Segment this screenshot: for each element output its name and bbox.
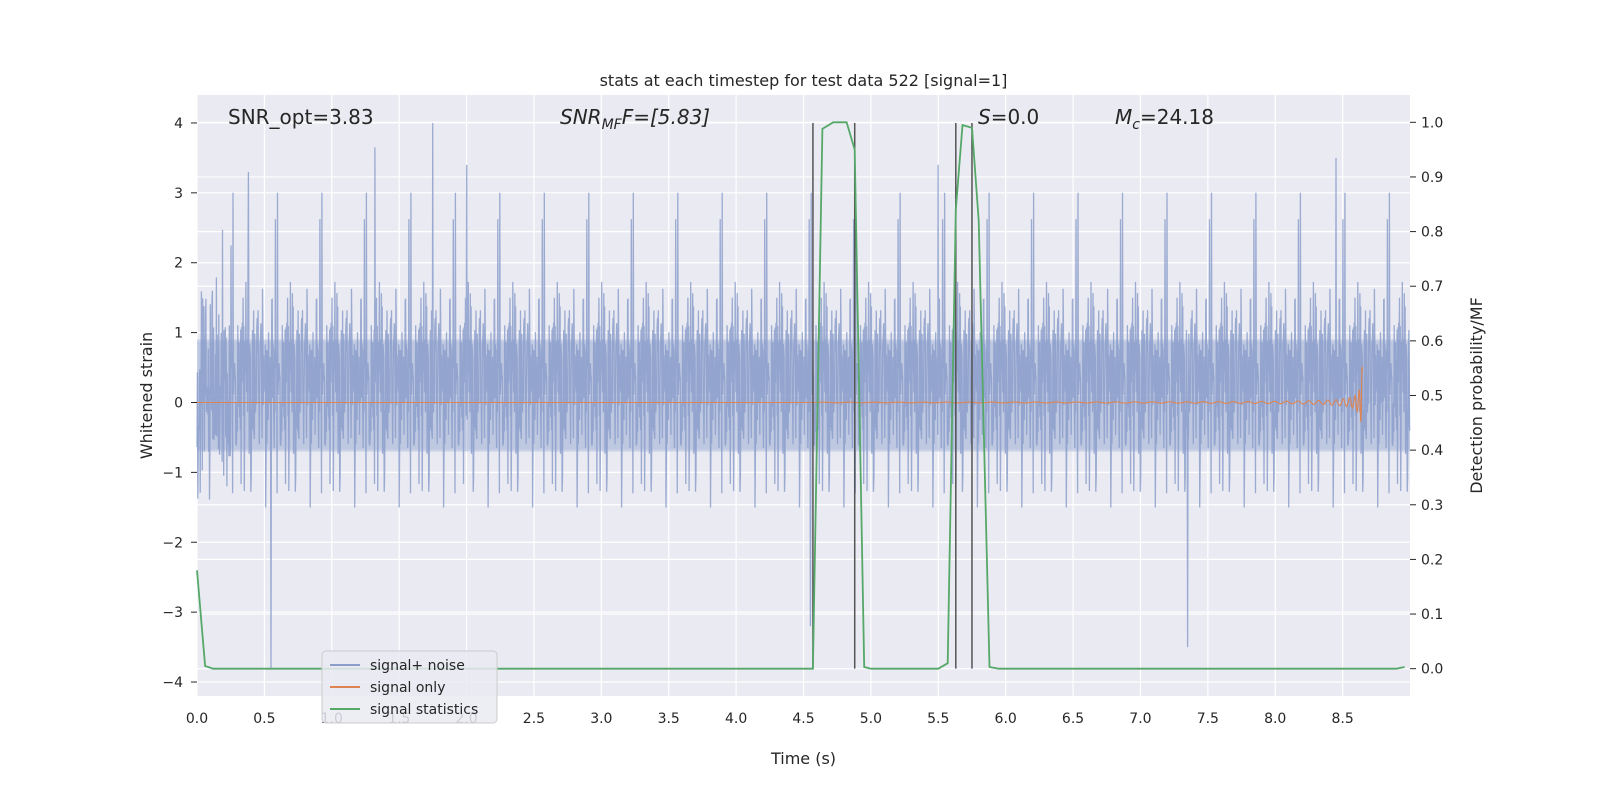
y-tick-label: −4 [162,675,183,691]
y-tick-label: −2 [162,535,183,551]
x-tick-label: 8.0 [1264,711,1286,727]
x-tick-label: 0.0 [186,711,208,727]
annotation-snr-mf-main: SNR [560,105,602,129]
y-right-tick-label: 0.7 [1421,279,1443,295]
annotation-mc-rest: =24.18 [1140,105,1214,129]
annotation-mc: Mc=24.18 [1115,105,1214,133]
annotation-snr-mf: SNRMFF=[5.83] [560,105,710,133]
x-tick-label: 6.0 [995,711,1017,727]
x-tick-label: 4.5 [792,711,814,727]
annotation-snr-opt: SNR_opt=3.83 [228,105,374,129]
y-right-tick-label: 0.2 [1421,552,1443,568]
line-signal-only [197,366,1363,423]
y-axis-label-right: Detection probability/MF [1467,297,1486,494]
y-right-tick-label: 0.4 [1421,443,1443,459]
chart-title: stats at each timestep for test data 522… [600,71,1008,90]
x-tick-label: 8.5 [1331,711,1353,727]
y-right-tick-label: 1.0 [1421,115,1443,131]
annotation-mc-main: M [1115,105,1132,129]
x-tick-label: 3.0 [590,711,612,727]
y-right-tick-label: 0.6 [1421,334,1443,350]
annotation-s: S=0.0 [978,105,1039,129]
x-tick-label: 6.5 [1062,711,1084,727]
x-tick-label: 3.5 [658,711,680,727]
y-right-tick-label: 0.5 [1421,389,1443,405]
line-signal-noise [196,122,1411,669]
x-tick-label: 5.5 [927,711,949,727]
legend-label-signal-noise: signal+ noise [370,658,465,674]
legend-label-signal-only: signal only [370,680,445,696]
legend-box [321,650,498,724]
annotation-mc-sub: c [1132,117,1140,133]
y-right-tick-label: 0.1 [1421,607,1443,623]
y-tick-label: −1 [162,465,183,481]
y-tick-label: 0 [174,395,183,411]
y-tick-label: 1 [174,326,183,342]
annotation-s-rest: =0.0 [991,105,1040,129]
y-right-tick-label: 0.8 [1421,225,1443,241]
series-signal-noise [196,122,1411,669]
series-signal-only [197,366,1363,423]
y-tick-label: 4 [174,116,183,132]
y-right-tick-label: 0.0 [1421,662,1443,678]
y-tick-label: 2 [174,256,183,272]
x-tick-label: 5.0 [860,711,882,727]
x-tick-label: 2.5 [523,711,545,727]
axes: 0.00.51.01.52.02.53.03.54.04.55.05.56.06… [162,115,1443,727]
x-tick-label: 0.5 [253,711,275,727]
x-tick-label: 4.0 [725,711,747,727]
x-tick-label: 7.0 [1129,711,1151,727]
y-axis-label: Whitened strain [137,332,156,459]
band-signal-noise-core [197,339,1410,452]
y-tick-label: 3 [174,186,183,202]
x-tick-label: 7.5 [1197,711,1219,727]
legend: signal+ noise signal only signal statist… [321,650,498,724]
y-tick-label: −3 [162,605,183,621]
annotation-snr-mf-sub: MF [602,117,623,133]
annotation-snr-mf-rest: F=[5.83] [622,105,710,129]
legend-label-signal-statistics: signal statistics [370,702,478,718]
x-axis-label: Time (s) [770,749,836,768]
annotation-s-main: S [978,105,991,129]
y-right-tick-label: 0.3 [1421,498,1443,514]
y-right-tick-label: 0.9 [1421,170,1443,186]
